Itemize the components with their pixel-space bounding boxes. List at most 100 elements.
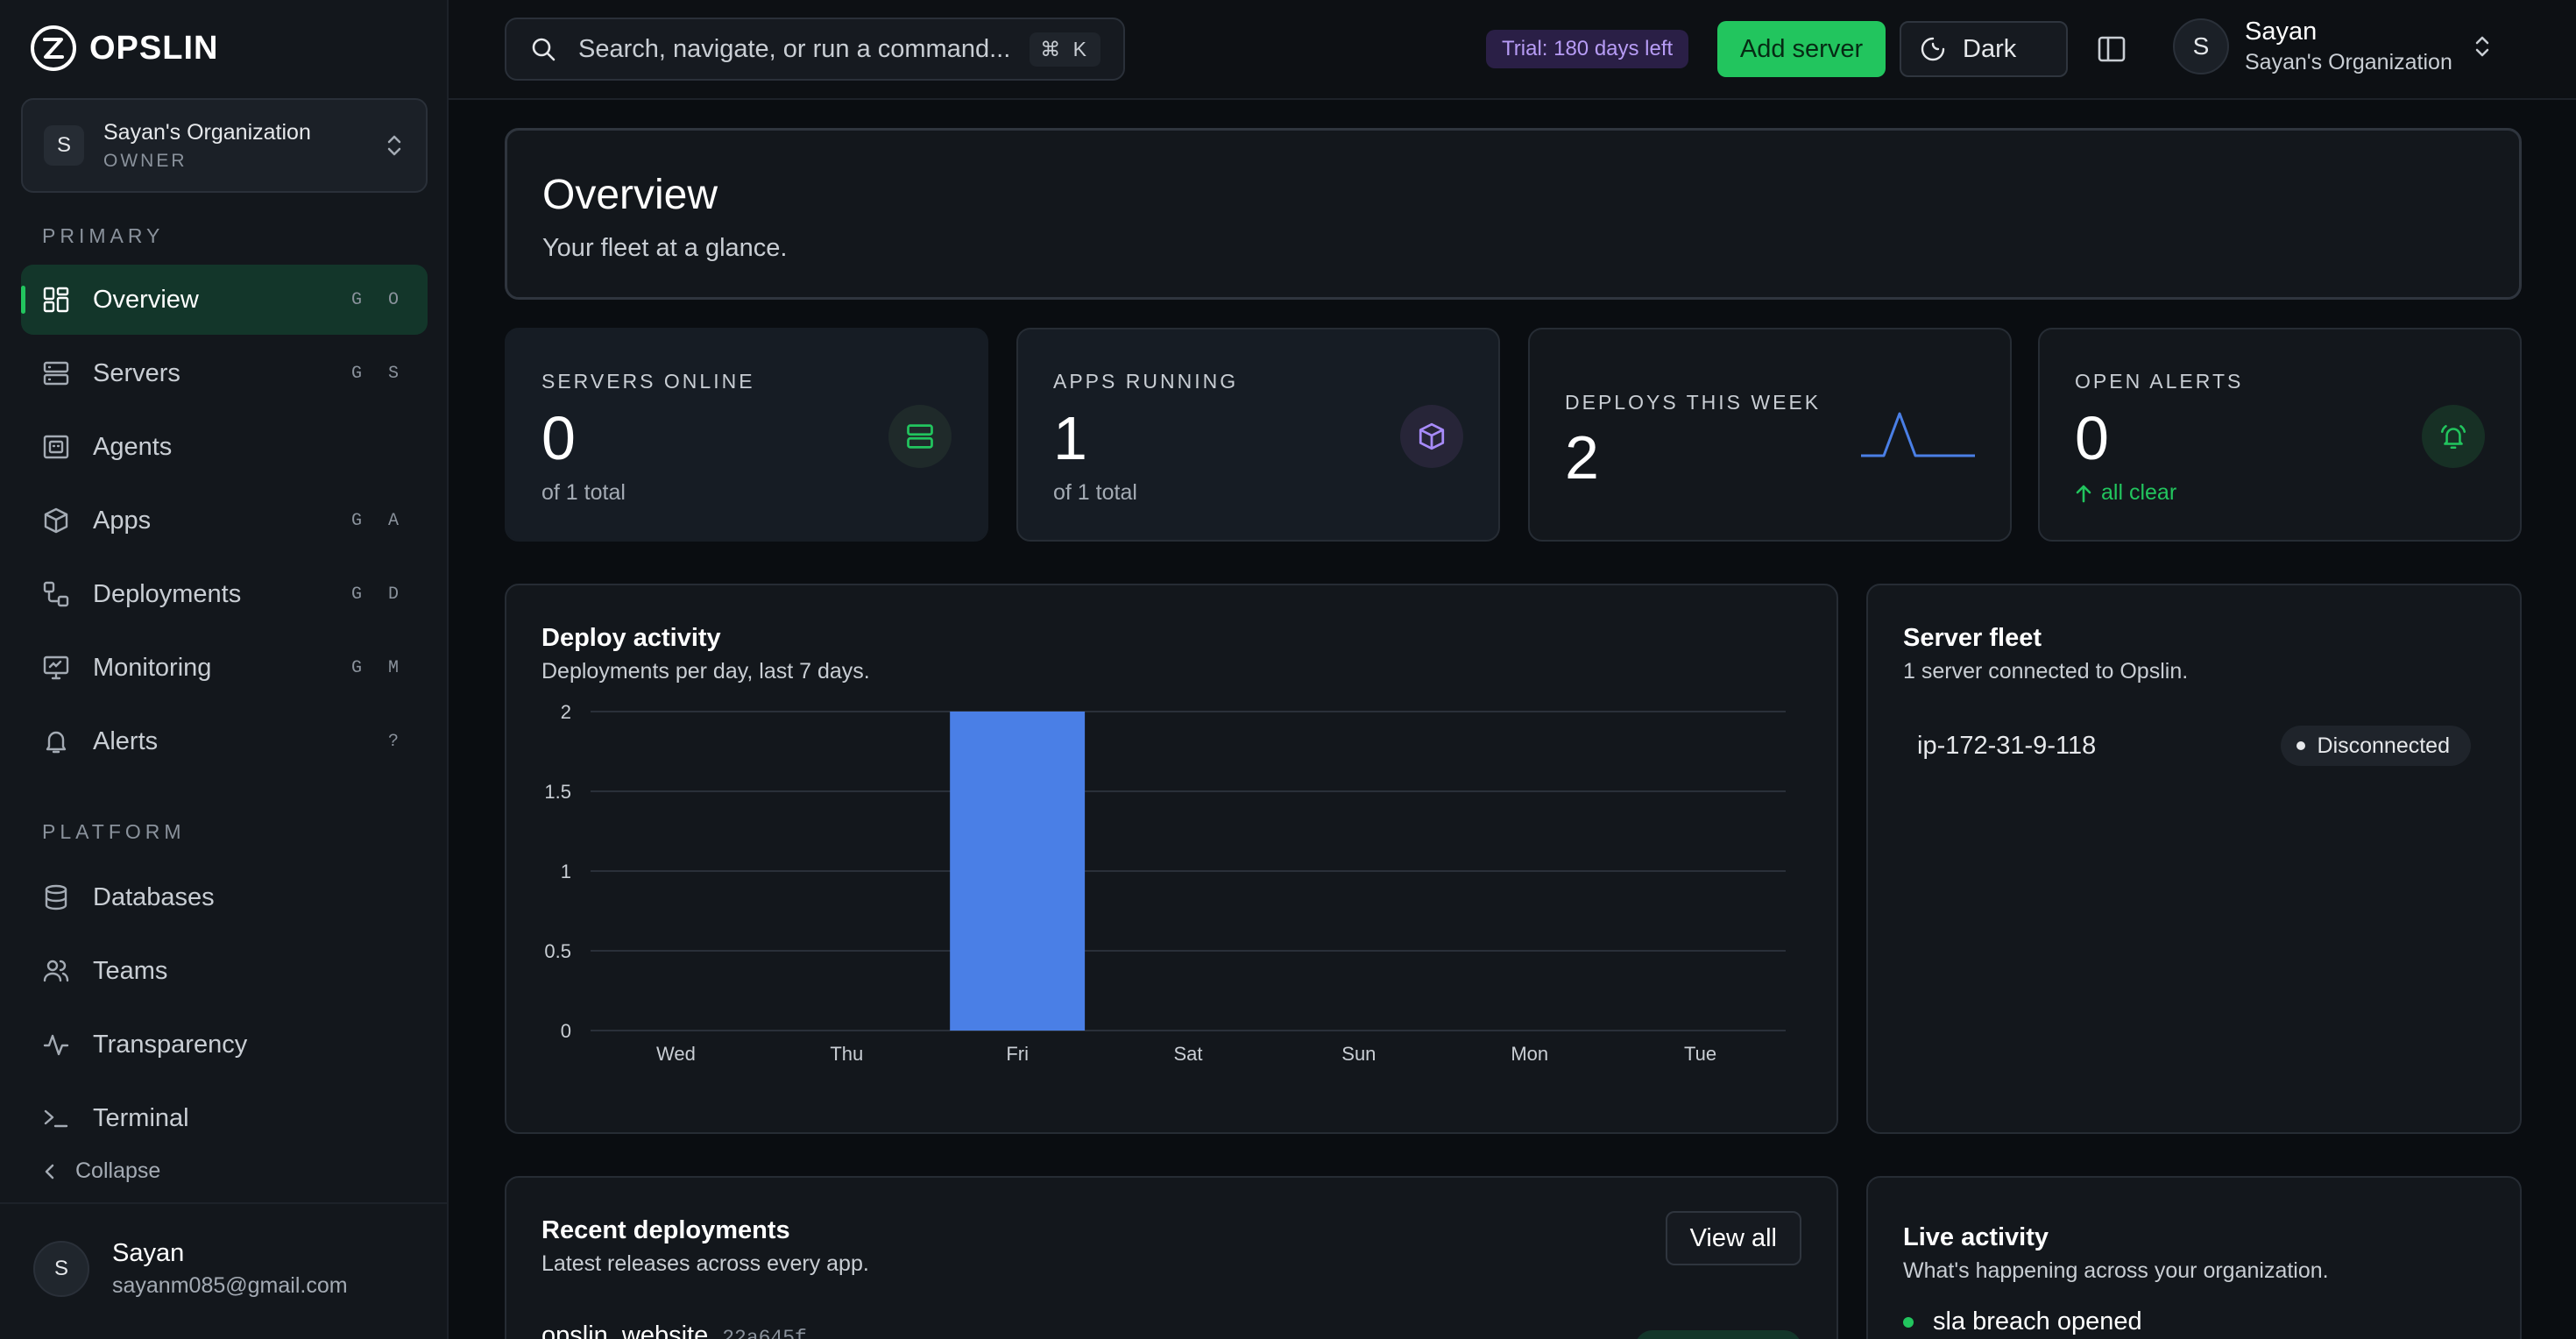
sidebar-item-label: Apps — [93, 506, 152, 535]
search-icon — [532, 38, 556, 61]
card-title: Deploy activity — [541, 624, 721, 652]
deploy-activity-chart: 0 0.5 1 1.5 2 Wed Thu Fri Sat Sun Mon Tue — [544, 701, 1786, 1065]
stat-card-servers-online[interactable]: SERVERS ONLINE 0 of 1 total — [505, 328, 988, 542]
sidebar-item-label: Servers — [93, 358, 180, 387]
shortcut-hint: G D — [350, 584, 407, 605]
stat-sub: of 1 total — [1053, 480, 1137, 505]
shortcut-hint: G O — [350, 289, 407, 310]
view-all-button[interactable]: View all — [1665, 1211, 1801, 1265]
grid-icon — [43, 287, 69, 313]
monitor-icon — [43, 655, 69, 680]
deployment-row[interactable]: opslin_website 22a645f — [541, 1321, 807, 1339]
sidebar-item-teams[interactable]: Teams — [21, 936, 428, 1006]
shortcut-hint: G S — [350, 363, 407, 384]
activity-text: sla breach opened — [1933, 1307, 2142, 1335]
search-shortcut: ⌘ K — [1030, 32, 1100, 67]
stat-value: 2 — [1565, 423, 1599, 492]
x-tick-label: Tue — [1684, 1043, 1716, 1065]
sidebar-toggle-icon[interactable] — [2094, 32, 2129, 67]
stat-label: DEPLOYS THIS WEEK — [1565, 391, 1822, 414]
collapse-button[interactable]: Collapse — [42, 1158, 160, 1184]
org-role: OWNER — [103, 150, 188, 171]
card-subtitle: What's happening across your organizatio… — [1903, 1258, 2329, 1283]
stat-label: SERVERS ONLINE — [541, 370, 755, 393]
sidebar-item-label: Databases — [93, 882, 215, 911]
sidebar-item-label: Deployments — [93, 579, 242, 608]
terminal-icon — [44, 1109, 68, 1128]
card-title: Recent deployments — [541, 1216, 790, 1244]
stat-sub: of 1 total — [541, 480, 626, 505]
brand-name: OPSLIN — [89, 29, 219, 67]
org-avatar: S — [44, 125, 84, 166]
stat-sub: all clear — [2101, 480, 2177, 505]
page-title: Overview — [542, 172, 718, 218]
package-icon — [44, 507, 68, 534]
user-card[interactable]: S Sayan sayanm085@gmail.com — [33, 1239, 348, 1299]
stat-value: 0 — [2075, 404, 2109, 472]
sidebar-item-terminal[interactable]: Terminal — [21, 1083, 428, 1153]
stat-card-open-alerts[interactable]: OPEN ALERTS 0 all clear — [2038, 328, 2522, 542]
brand[interactable]: OPSLIN — [30, 25, 218, 72]
bell-ring-icon — [2440, 425, 2466, 450]
theme-label: Dark — [1963, 34, 2017, 63]
sidebar-item-alerts[interactable]: Alerts ? — [21, 706, 428, 776]
x-tick-label: Thu — [830, 1043, 863, 1065]
section-label-platform: PLATFORM — [42, 820, 186, 843]
avatar: S — [33, 1241, 89, 1297]
card-subtitle: 1 server connected to Opslin. — [1903, 659, 2189, 684]
activity-item[interactable]: sla breach opened — [1903, 1307, 2142, 1336]
theme-toggle-button[interactable]: Dark — [1900, 21, 2068, 77]
sidebar-item-apps[interactable]: Apps G A — [21, 485, 428, 556]
recent-deployments-card: Recent deployments Latest releases acros… — [505, 1176, 1838, 1339]
sidebar-item-monitoring[interactable]: Monitoring G M — [21, 633, 428, 703]
topbar: Search, navigate, or run a command... ⌘ … — [449, 0, 2576, 100]
org-name: Sayan's Organization — [103, 119, 311, 145]
sidebar-item-label: Monitoring — [93, 653, 212, 682]
collapse-label: Collapse — [75, 1158, 161, 1183]
stat-card-deploys-week[interactable]: DEPLOYS THIS WEEK 2 — [1528, 328, 2012, 542]
overview-header: Overview Your fleet at a glance. — [505, 128, 2522, 300]
org-switcher[interactable]: S Sayan's Organization OWNER — [21, 98, 428, 193]
y-tick-label: 0.5 — [544, 940, 571, 962]
sparkline-icon — [1861, 412, 1975, 457]
arrow-up-icon — [2076, 485, 2091, 502]
user-name: Sayan — [2245, 18, 2318, 46]
sidebar-item-servers[interactable]: Servers G S — [21, 338, 428, 408]
deploy-activity-card: Deploy activity Deployments per day, las… — [505, 584, 1838, 1134]
shortcut-hint: G M — [350, 657, 407, 678]
sidebar-item-label: Transparency — [93, 1030, 248, 1059]
sidebar-item-deployments[interactable]: Deployments G D — [21, 559, 428, 629]
stat-card-apps-running[interactable]: APPS RUNNING 1 of 1 total — [1016, 328, 1500, 542]
y-tick-label: 2 — [561, 701, 571, 723]
server-icon — [907, 424, 933, 449]
sidebar-item-overview[interactable]: Overview G O — [21, 265, 428, 335]
card-subtitle: Deployments per day, last 7 days. — [541, 659, 870, 684]
search-placeholder: Search, navigate, or run a command... — [578, 34, 1011, 63]
sidebar-item-transparency[interactable]: Transparency — [21, 1010, 428, 1080]
server-row[interactable]: ip-172-31-9-118 Disconnected — [1917, 726, 2471, 766]
y-tick-label: 1 — [561, 861, 571, 882]
deployment-app: opslin_website — [541, 1321, 709, 1339]
card-title: Live activity — [1903, 1223, 2049, 1251]
chevrons-up-down-icon — [2475, 36, 2489, 57]
x-tick-label: Sun — [1341, 1043, 1376, 1065]
sidebar: OPSLIN S Sayan's Organization OWNER PRIM… — [0, 0, 449, 1339]
user-menu[interactable]: S Sayan Sayan's Organization — [2173, 18, 2493, 75]
sidebar-item-label: Agents — [93, 432, 173, 461]
users-icon — [43, 960, 69, 982]
chevrons-up-down-icon — [387, 135, 401, 156]
sidebar-item-agents[interactable]: Agents — [21, 412, 428, 482]
search-input[interactable]: Search, navigate, or run a command... ⌘ … — [505, 18, 1125, 81]
stat-value: 1 — [1053, 404, 1087, 472]
activity-dot — [1903, 1316, 1914, 1328]
trial-badge: Trial: 180 days left — [1486, 30, 1689, 68]
page-subtitle: Your fleet at a glance. — [542, 234, 788, 262]
stat-value: 0 — [541, 404, 576, 472]
x-tick-label: Sat — [1173, 1043, 1202, 1065]
add-server-button[interactable]: Add server — [1717, 21, 1886, 77]
y-tick-label: 1.5 — [544, 781, 571, 803]
sidebar-item-databases[interactable]: Databases — [21, 862, 428, 932]
status-badge: Disconnected — [2280, 726, 2471, 766]
x-tick-label: Fri — [1006, 1043, 1029, 1065]
sidebar-item-label: Terminal — [93, 1103, 189, 1132]
